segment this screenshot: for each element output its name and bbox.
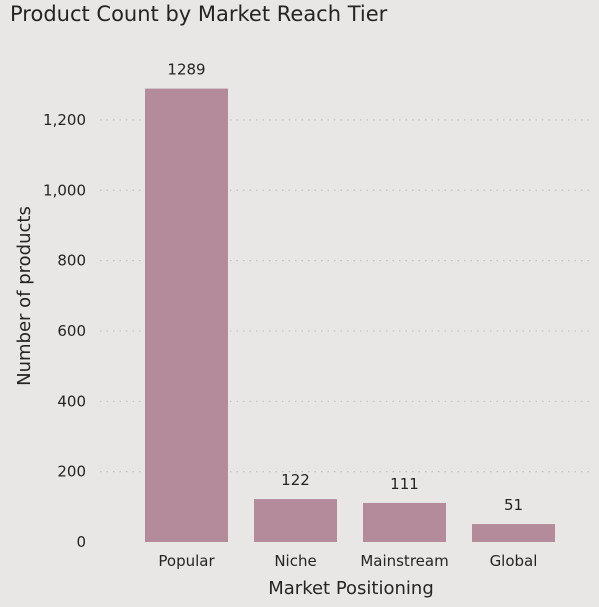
y-tick-label: 1,000	[43, 181, 86, 199]
data-label-mainstream: 111	[390, 475, 419, 493]
x-axis-ticks: Popular Niche Mainstream Global	[158, 552, 537, 570]
bars	[145, 88, 555, 543]
x-axis-title: Market Positioning	[268, 578, 434, 599]
y-axis-ticks: 0 200 400 600 800 1,000 1,200	[43, 111, 86, 551]
bar-popular[interactable]	[145, 88, 228, 543]
x-tick-label-popular: Popular	[158, 552, 215, 570]
bar-mainstream[interactable]	[363, 502, 446, 542]
y-tick-label: 200	[57, 463, 86, 481]
bar-global[interactable]	[472, 524, 555, 542]
data-labels: 1289 122 111 51	[167, 61, 523, 514]
chart-title: Product Count by Market Reach Tier	[10, 2, 388, 26]
y-tick-label: 600	[57, 322, 86, 340]
bar-niche[interactable]	[254, 499, 337, 542]
data-label-niche: 122	[281, 471, 310, 489]
x-tick-label-mainstream: Mainstream	[360, 552, 448, 570]
y-axis-title: Number of products	[14, 206, 35, 386]
data-label-popular: 1289	[167, 61, 205, 79]
y-tick-label: 0	[76, 533, 86, 551]
y-tick-label: 400	[57, 392, 86, 410]
y-tick-label: 1,200	[43, 111, 86, 129]
x-tick-label-niche: Niche	[274, 552, 316, 570]
y-tick-label: 800	[57, 252, 86, 270]
x-tick-label-global: Global	[490, 552, 538, 570]
data-label-global: 51	[504, 496, 523, 514]
